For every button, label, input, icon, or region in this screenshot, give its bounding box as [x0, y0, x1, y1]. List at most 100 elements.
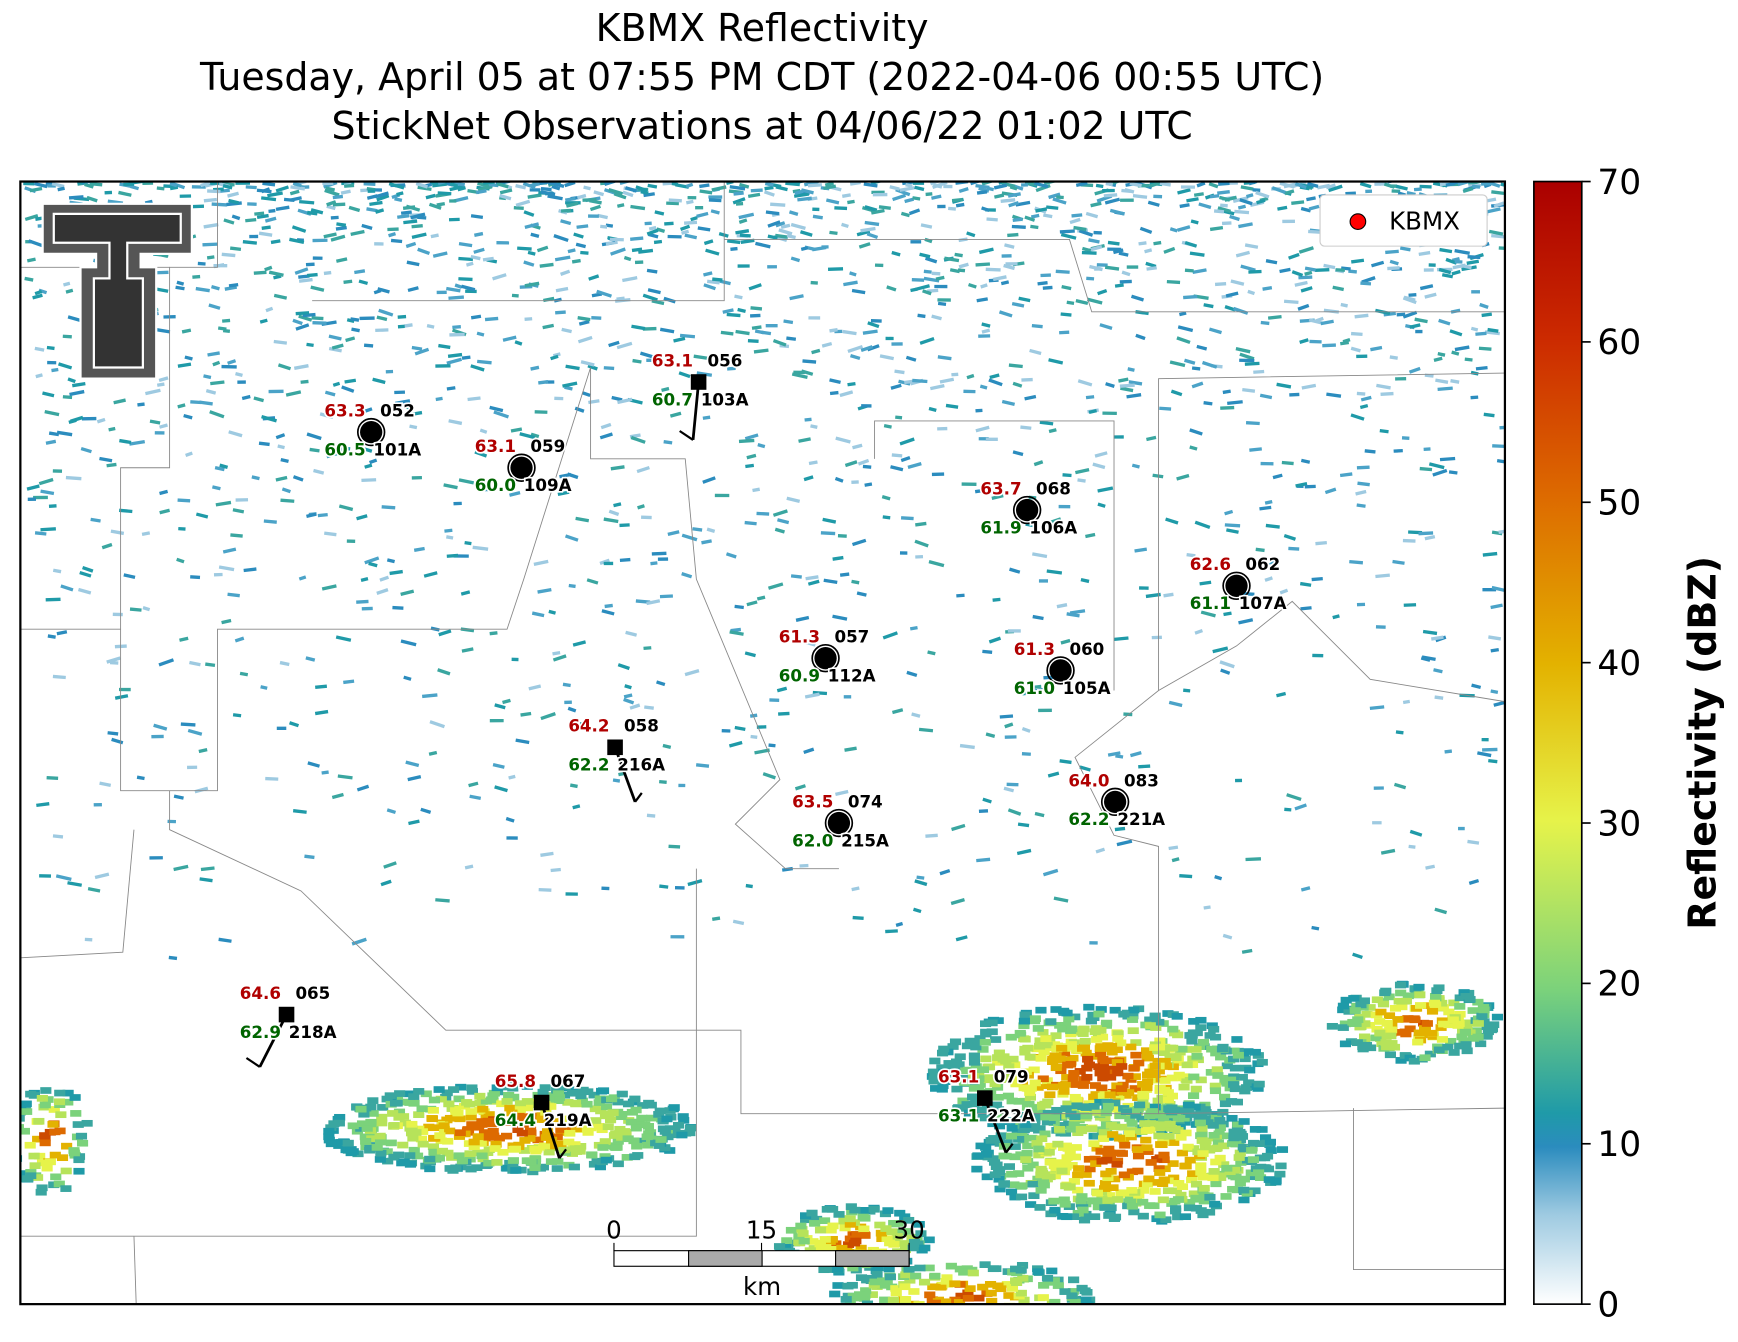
- radar-gate: [1239, 358, 1255, 363]
- radar-gate: [891, 250, 901, 257]
- radar-gate: [630, 204, 646, 211]
- radar-gate: [681, 229, 690, 235]
- radar-gate: [1145, 261, 1157, 269]
- radar-gate: [1493, 700, 1505, 707]
- radar-gate: [1078, 229, 1094, 237]
- radar-gate: [1213, 209, 1225, 214]
- radar-gate: [1060, 232, 1077, 240]
- radar-gate: [350, 229, 365, 237]
- radar-gate: [523, 260, 535, 267]
- radar-gate: [684, 1129, 696, 1137]
- dewpoint: 61.9: [980, 517, 1021, 537]
- radar-gate: [623, 697, 635, 705]
- radar-gate: [1200, 610, 1216, 618]
- radar-gate: [711, 916, 721, 921]
- radar-gate: [905, 355, 917, 362]
- radar-gate: [1087, 244, 1103, 252]
- radar-gate: [564, 1129, 576, 1137]
- radar-gate: [453, 1152, 465, 1160]
- radar-gate: [986, 1028, 998, 1036]
- radar-gate: [267, 191, 283, 198]
- radar-gate: [1045, 1018, 1057, 1025]
- radar-gate: [795, 615, 810, 622]
- station-marker-ring: [507, 453, 536, 482]
- radar-gate: [207, 351, 220, 357]
- radar-gate: [1247, 1139, 1260, 1147]
- radar-gate: [524, 281, 540, 288]
- radar-gate: [1294, 803, 1307, 811]
- temperature: 62.6: [1190, 554, 1231, 574]
- radar-gate: [441, 1089, 453, 1097]
- radar-gate: [705, 248, 720, 256]
- radar-gate: [1149, 1062, 1161, 1070]
- radar-gate: [979, 1039, 991, 1046]
- radar-gate: [527, 1168, 539, 1176]
- radar-gate: [458, 241, 473, 248]
- radar-gate: [780, 223, 791, 229]
- radar-gate: [953, 1061, 965, 1068]
- radar-gate: [554, 255, 571, 262]
- radar-gate: [1444, 749, 1453, 754]
- radar-gate: [663, 440, 673, 445]
- radar-gate: [47, 634, 56, 639]
- radar-gate: [1007, 1055, 1019, 1063]
- radar-gate: [1457, 181, 1472, 187]
- radar-gate: [1172, 1127, 1184, 1134]
- radar-gate: [374, 191, 389, 199]
- radar-gate: [829, 390, 839, 396]
- radar-gate: [1043, 1307, 1054, 1314]
- radar-gate: [886, 285, 897, 292]
- radar-gate: [565, 201, 579, 208]
- radar-gate: [1219, 1132, 1231, 1140]
- radar-gate: [1102, 188, 1115, 193]
- radar-gate: [28, 239, 44, 248]
- radar-gate: [20, 1112, 21, 1119]
- radar-gate: [1103, 1212, 1115, 1219]
- radar-gate: [72, 381, 86, 388]
- radar-gate: [925, 192, 933, 197]
- radar-gate: [24, 276, 34, 282]
- radar-gate: [937, 1324, 948, 1331]
- radar-gate: [900, 1271, 912, 1279]
- radar-gate: [1388, 1043, 1401, 1051]
- radar-gate: [1111, 1059, 1123, 1066]
- radar-gate: [75, 1132, 88, 1140]
- radar-gate: [203, 197, 218, 203]
- radar-gate: [992, 1054, 1004, 1061]
- radar-gate: [84, 182, 94, 189]
- radar-gate: [569, 1099, 582, 1107]
- radar-gate: [1246, 1147, 1258, 1154]
- radar-gate: [461, 647, 474, 653]
- radar-gate: [452, 324, 461, 330]
- radar-gate: [405, 241, 417, 249]
- radar-gate: [465, 1108, 477, 1115]
- scale-bar-tick-label: 15: [746, 1215, 777, 1244]
- radar-gate: [874, 263, 884, 268]
- radar-gate: [1127, 1027, 1139, 1035]
- radar-gate: [975, 262, 991, 267]
- radar-gate: [447, 352, 463, 358]
- radar-gate: [644, 705, 654, 710]
- radar-gate: [304, 854, 315, 860]
- radar-gate: [404, 323, 413, 328]
- radar-gate: [397, 1141, 409, 1149]
- radar-gate: [1019, 1035, 1031, 1043]
- radar-gate: [564, 196, 576, 202]
- radar-gate: [1144, 1016, 1156, 1024]
- radar-gate: [706, 527, 716, 533]
- radar-gate: [839, 390, 854, 398]
- radar-gate: [532, 1136, 544, 1144]
- radar-gate: [642, 326, 657, 331]
- radar-gate: [772, 338, 787, 347]
- radar-gate: [1169, 227, 1178, 233]
- radar-gate: [521, 1083, 533, 1090]
- radar-gate: [690, 216, 698, 222]
- radar-gate: [474, 231, 484, 237]
- radar-gate: [366, 194, 378, 200]
- radar-gate: [1210, 1145, 1222, 1153]
- radar-gate: [1051, 1106, 1063, 1114]
- radar-gate: [156, 270, 169, 275]
- radar-gate: [616, 1090, 628, 1098]
- radar-gate: [703, 283, 716, 291]
- radar-gate: [967, 1077, 979, 1085]
